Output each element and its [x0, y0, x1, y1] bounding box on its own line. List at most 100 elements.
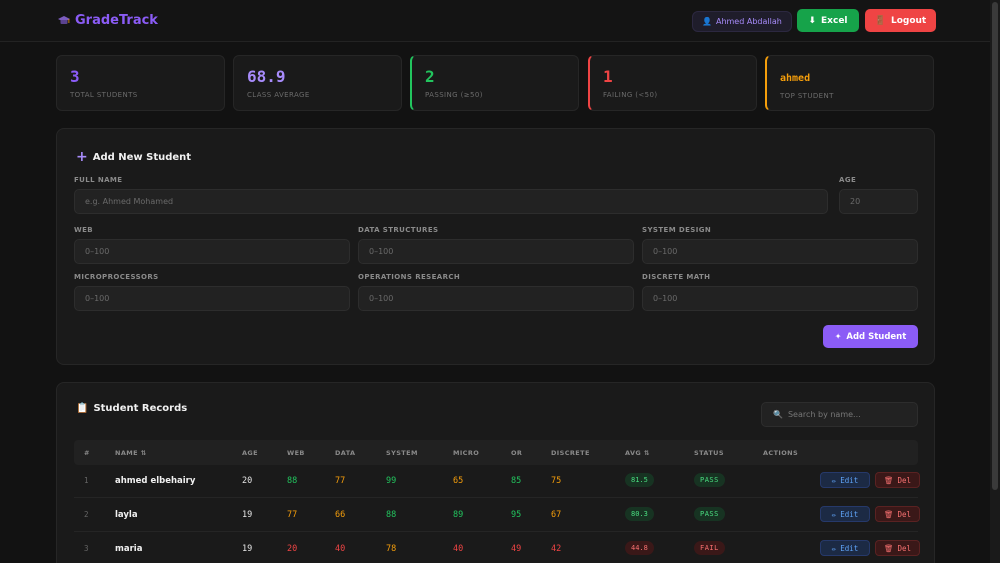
col-actions: ACTIONS: [763, 449, 799, 457]
excel-export-button[interactable]: ⬇ Excel: [797, 9, 859, 32]
row-index: 1: [84, 476, 89, 485]
col-avg[interactable]: AVG ⇅: [625, 449, 650, 457]
age-input[interactable]: 20: [839, 189, 918, 214]
score-web: 88: [287, 476, 298, 486]
score-micro: 40: [453, 544, 464, 554]
add-student-label: Add Student: [846, 331, 907, 342]
score-system: 88: [386, 510, 397, 520]
edit-label: Edit: [840, 509, 859, 519]
stat-value: ahmed: [780, 73, 811, 84]
logout-button[interactable]: 🚪 Logout: [865, 9, 936, 32]
table-header: # NAME ⇅ AGE WEB DATA SYSTEM MICRO OR DI…: [74, 440, 918, 465]
add-student-card: + Add New Student FULL NAME e.g. Ahmed M…: [56, 128, 935, 365]
form-title-text: Add New Student: [92, 151, 192, 163]
user-name: Ahmed Abdallah: [715, 17, 782, 26]
student-age: 20: [242, 476, 253, 486]
delete-button[interactable]: 🗑 Del: [875, 506, 920, 522]
pencil-icon: ✏: [831, 543, 837, 553]
col-status: STATUS: [694, 449, 724, 457]
avg-badge: 44.8: [625, 541, 654, 555]
stat-value: 2: [425, 67, 435, 86]
brand-name: GradeTrack: [75, 13, 158, 28]
table-row: 2 layla 19 77 66 88 89 95 67 80.3 PASS ✏…: [74, 499, 920, 532]
data-structures-input[interactable]: 0–100: [358, 239, 634, 264]
avg-badge: 80.3: [625, 507, 654, 521]
full-name-input[interactable]: e.g. Ahmed Mohamed: [74, 189, 828, 214]
col-data: DATA: [335, 449, 356, 457]
status-badge: PASS: [694, 507, 725, 521]
brand[interactable]: GradeTrack: [58, 13, 158, 28]
logout-label: Logout: [890, 15, 927, 26]
form-title: + Add New Student: [76, 149, 191, 165]
score-discrete: 75: [551, 476, 562, 486]
score-or: 49: [511, 544, 522, 554]
page-scrollbar[interactable]: [990, 0, 1000, 563]
col-system: SYSTEM: [386, 449, 418, 457]
table-row: 3 maria 19 20 40 78 40 49 42 44.8 FAIL ✏…: [74, 533, 920, 563]
score-micro: 65: [453, 476, 464, 486]
add-student-button[interactable]: ✦ Add Student: [823, 325, 918, 348]
score-discrete: 42: [551, 544, 562, 554]
score-micro: 89: [453, 510, 464, 520]
search-input[interactable]: 🔍 Search by name...: [761, 402, 918, 427]
system-design-label: SYSTEM DESIGN: [642, 226, 712, 234]
pencil-icon: ✏: [831, 509, 837, 519]
stat-label: CLASS AVERAGE: [247, 91, 310, 99]
delete-label: Del: [897, 509, 912, 519]
edit-button[interactable]: ✏ Edit: [820, 506, 870, 522]
graduation-cap-icon: [58, 15, 70, 24]
user-badge[interactable]: 👤 Ahmed Abdallah: [692, 11, 792, 32]
stat-label: TOP STUDENT: [780, 92, 834, 100]
logout-icon: 🚪: [874, 15, 886, 26]
operations-research-input[interactable]: 0–100: [358, 286, 634, 311]
edit-button[interactable]: ✏ Edit: [820, 472, 870, 488]
microprocessors-input[interactable]: 0–100: [74, 286, 350, 311]
web-input[interactable]: 0–100: [74, 239, 350, 264]
stat-top-student: ahmed TOP STUDENT: [765, 55, 934, 111]
avg-badge: 81.5: [625, 473, 654, 487]
col-web: WEB: [287, 449, 305, 457]
table-row: 1 ahmed elbehairy 20 88 77 99 65 85 75 8…: [74, 465, 920, 498]
web-label: WEB: [74, 226, 94, 234]
row-index: 3: [84, 544, 89, 553]
delete-button[interactable]: 🗑 Del: [875, 472, 920, 488]
student-name: maria: [115, 544, 143, 554]
trash-icon: 🗑: [883, 475, 894, 485]
top-header: GradeTrack 👤 Ahmed Abdallah ⬇ Excel 🚪 Lo…: [0, 0, 990, 42]
system-design-input[interactable]: 0–100: [642, 239, 918, 264]
user-icon: 👤: [702, 17, 712, 26]
score-or: 85: [511, 476, 522, 486]
trash-icon: 🗑: [883, 509, 894, 519]
full-name-label: FULL NAME: [74, 176, 123, 184]
age-label: AGE: [839, 176, 857, 184]
score-data: 40: [335, 544, 346, 554]
col-index: #: [84, 449, 90, 457]
search-placeholder: Search by name...: [787, 410, 861, 419]
excel-icon: ⬇: [808, 15, 817, 26]
sparkle-icon: ✦: [834, 332, 842, 341]
student-name: ahmed elbehairy: [115, 476, 196, 486]
score-web: 77: [287, 510, 298, 520]
delete-label: Del: [897, 543, 912, 553]
col-name[interactable]: NAME ⇅: [115, 449, 147, 457]
stat-value: 1: [603, 67, 613, 86]
score-discrete: 67: [551, 510, 562, 520]
stat-label: FAILING (<50): [603, 91, 658, 99]
edit-button[interactable]: ✏ Edit: [820, 540, 870, 556]
excel-label: Excel: [821, 15, 848, 26]
discrete-math-label: DISCRETE MATH: [642, 273, 711, 281]
delete-button[interactable]: 🗑 Del: [875, 540, 920, 556]
plus-icon: +: [76, 149, 88, 165]
col-age: AGE: [242, 449, 259, 457]
stat-passing: 2 PASSING (≥50): [410, 55, 579, 111]
delete-label: Del: [897, 475, 912, 485]
row-index: 2: [84, 510, 89, 519]
scrollbar-thumb[interactable]: [992, 2, 998, 490]
col-or: OR: [511, 449, 523, 457]
records-title: 📋 Student Records: [76, 403, 187, 414]
score-or: 95: [511, 510, 522, 520]
score-system: 78: [386, 544, 397, 554]
col-discrete: DISCRETE: [551, 449, 590, 457]
discrete-math-input[interactable]: 0–100: [642, 286, 918, 311]
student-records-card: 📋 Student Records 🔍 Search by name... # …: [56, 382, 935, 563]
